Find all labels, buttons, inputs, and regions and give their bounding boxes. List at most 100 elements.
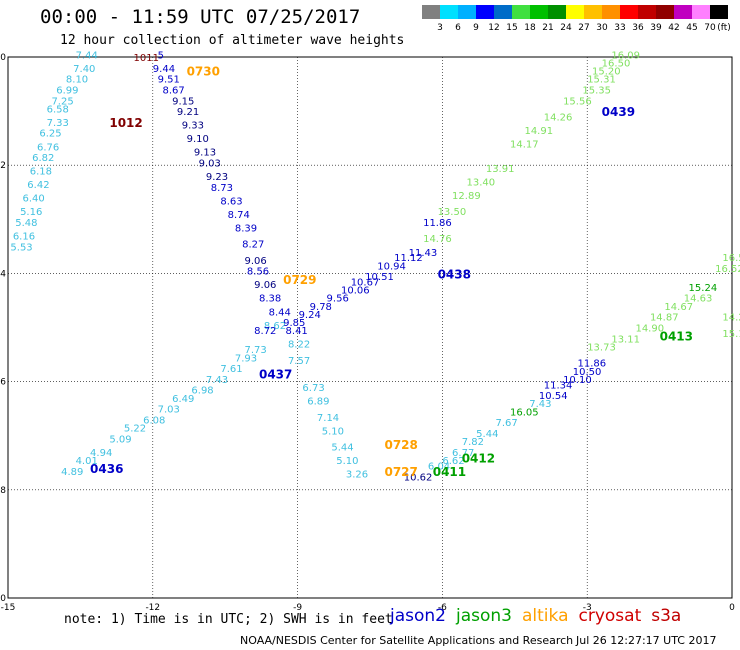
longitude-tick-label: 0 — [729, 603, 735, 613]
wave-height-label: 5 — [158, 50, 164, 61]
wave-height-label: 7.73 — [245, 345, 267, 356]
wave-height-label: 9.24 — [299, 310, 321, 321]
scale-unit: (ft) — [717, 23, 731, 33]
wave-height-label: 15.24 — [689, 283, 718, 294]
wave-height-label: 6.82 — [32, 153, 54, 164]
wave-height-label: 11.34 — [544, 380, 573, 391]
latitude-tick-label: -60 — [0, 594, 6, 604]
scale-swatch — [710, 5, 728, 19]
scale-label: 3 — [437, 23, 443, 33]
wave-height-label: 7.33 — [47, 118, 69, 129]
wave-height-label: 15.20 — [592, 67, 621, 78]
wave-height-label: 15.31 — [587, 75, 616, 86]
wave-height-label: 11.43 — [409, 248, 438, 259]
wave-height-label: 3.26 — [346, 470, 368, 481]
wave-height-label: 8.27 — [242, 240, 264, 251]
scale-swatch — [656, 5, 674, 19]
wave-height-label: 8.63 — [220, 196, 242, 207]
latitude-tick-label: -56 — [0, 378, 6, 388]
latitude-tick-label: -58 — [0, 486, 6, 496]
scale-swatch — [476, 5, 494, 19]
wave-height-label: 9.51 — [158, 75, 180, 86]
wave-height-label: 14.17 — [510, 140, 539, 151]
wave-height-label: 6.16 — [13, 232, 35, 243]
wave-height-label: 6.76 — [37, 142, 59, 153]
pass-time-label: 0728 — [384, 438, 417, 452]
wave-height-label: 8.10 — [66, 75, 88, 86]
wave-height-label: 6.89 — [307, 397, 329, 408]
credit-line: NOAA/NESDIS Center for Satellite Applica… — [240, 634, 574, 647]
scale-swatch — [512, 5, 530, 19]
scale-label: 42 — [668, 23, 680, 33]
pass-time-label: 0439 — [602, 105, 635, 119]
wave-height-label: 4.94 — [90, 448, 112, 459]
scale-swatch — [692, 5, 710, 19]
wave-height-label: 9.03 — [199, 158, 221, 169]
scale-label: 27 — [578, 23, 590, 33]
wave-height-label: 6.62 — [442, 456, 464, 467]
wave-height-label: 8.62 — [264, 321, 286, 332]
wave-height-label: 10.06 — [341, 286, 370, 297]
wave-height-label: 14.90 — [635, 324, 664, 335]
wave-height-label: 6.25 — [39, 129, 61, 140]
pass-time-labels: 0730 1012 0729 0438 0439 0413 0437 0436 0728 0727… — [90, 65, 693, 479]
legend-cryosat: cryosat — [578, 606, 642, 626]
wave-height-label: 5.44 — [331, 443, 353, 454]
wave-height-label: 9.15 — [172, 96, 194, 107]
wave-height-label: 14.26 — [544, 113, 573, 124]
map-grid — [7, 56, 733, 599]
scale-label: 24 — [560, 23, 572, 33]
wave-height-label: 14.63 — [684, 294, 713, 305]
scale-label: 39 — [650, 23, 662, 33]
wave-height-label: 9.56 — [327, 294, 349, 305]
wave-height-label: 11.12 — [394, 253, 423, 264]
wave-height-label: 9.78 — [310, 302, 332, 313]
wave-height-label: 8.39 — [235, 223, 257, 234]
wave-height-label: 15.16 — [722, 329, 740, 340]
wave-height-label: 7.61 — [220, 364, 242, 375]
scale-label: 45 — [686, 23, 698, 33]
wave-height-label: 7.40 — [73, 64, 95, 75]
pass-time-label: 0730 — [187, 65, 220, 79]
wave-height-label: 7.67 — [495, 418, 517, 429]
wave-height-label: 4.01 — [76, 456, 98, 467]
wave-height-label: 9.06 — [245, 256, 267, 267]
wave-height-label: 7.57 — [288, 356, 310, 367]
wave-height-label: 9.06 — [254, 280, 276, 291]
legend-jason2: jason2 — [390, 606, 446, 626]
wave-height-label: 16.52 — [722, 253, 740, 264]
wave-height-label: 7.93 — [235, 353, 257, 364]
scale-label: 36 — [632, 23, 644, 33]
page-subtitle: 12 hour collection of altimeter wave hei… — [60, 33, 405, 48]
wave-height-label: 6.04 — [428, 461, 450, 472]
color-scale: 3 6 9 12 15 18 21 24 27 30 33 36 39 42 45 70 (ft) — [422, 5, 731, 35]
wave-height-label: 1011 — [133, 53, 158, 64]
wave-height-label: 7.03 — [158, 405, 180, 416]
pass-time-label: 0412 — [462, 451, 495, 465]
wave-height-label: 6.99 — [56, 85, 78, 96]
wave-height-label: 16.52 — [715, 264, 740, 275]
wave-height-label: 5.10 — [322, 426, 344, 437]
wave-height-label: 5.48 — [15, 218, 37, 229]
wave-height-label: 14.2 — [722, 313, 740, 324]
wave-height-label: 8.44 — [269, 307, 291, 318]
wave-height-label: 6.49 — [172, 394, 194, 405]
pass-time-label: 0436 — [90, 462, 123, 476]
wave-height-label: 6.98 — [191, 386, 213, 397]
wave-height-label: 8.74 — [228, 210, 250, 221]
scale-swatch — [584, 5, 602, 19]
wave-height-label: 7.25 — [51, 96, 73, 107]
scale-label: 30 — [596, 23, 608, 33]
legend-s3a: s3a — [651, 606, 682, 626]
longitude-tick-label: -15 — [1, 603, 16, 613]
latitude-tick-label: -54 — [0, 269, 6, 279]
wave-height-label: 16.05 — [510, 407, 539, 418]
wave-height-label: 9.13 — [194, 148, 216, 159]
wave-height-label: 9.21 — [177, 107, 199, 118]
wave-height-label: 9.44 — [153, 64, 175, 75]
legend-altika: altika — [522, 606, 569, 626]
scale-swatch — [638, 5, 656, 19]
wave-height-label: 8.73 — [211, 183, 233, 194]
pass-time-label: 0411 — [433, 465, 466, 479]
